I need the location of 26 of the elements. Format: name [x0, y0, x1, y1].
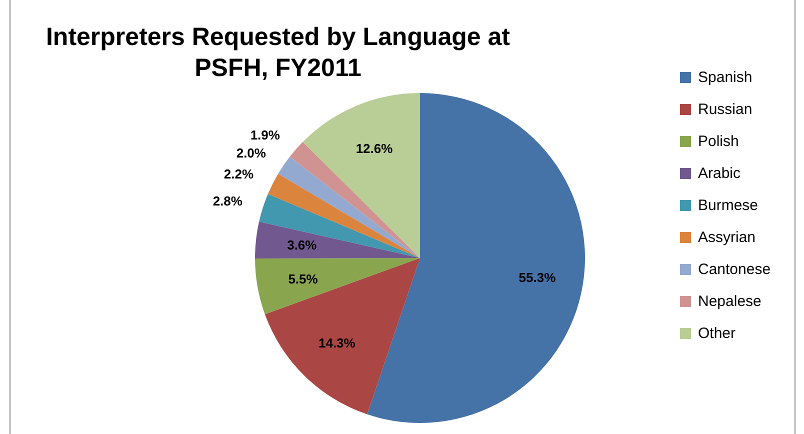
data-label: 5.5%	[288, 271, 318, 286]
legend-label: Cantonese	[698, 261, 771, 278]
legend-label: Arabic	[698, 165, 742, 182]
pie-slice	[255, 258, 420, 314]
pie-slice	[259, 194, 420, 258]
data-label: 2.8%	[212, 194, 243, 209]
pie-slice	[268, 174, 420, 258]
legend-label: Assyrian	[698, 229, 756, 246]
data-label: 14.3%	[318, 335, 356, 350]
pie-slice	[264, 258, 420, 414]
pie-slice	[255, 222, 420, 259]
data-label: 12.6%	[356, 140, 394, 156]
pie-slice	[278, 156, 420, 258]
legend-label: Nepalese	[698, 293, 762, 310]
data-label: 3.6%	[287, 238, 318, 253]
pie-slice	[290, 142, 420, 258]
data-label: 2.2%	[224, 166, 254, 182]
data-label: 2.0%	[236, 145, 266, 160]
data-label: 55.3%	[518, 270, 556, 285]
legend-label: Polish	[698, 133, 739, 150]
legend-label: Other	[698, 325, 736, 342]
chart-title: Interpreters Requested by Language at PSFH, FY2011	[46, 23, 511, 82]
legend-label: Russian	[698, 101, 752, 118]
legend-label: Spanish	[698, 69, 752, 86]
legend-label: Burmese	[698, 197, 758, 214]
data-label: 1.9%	[250, 127, 280, 142]
